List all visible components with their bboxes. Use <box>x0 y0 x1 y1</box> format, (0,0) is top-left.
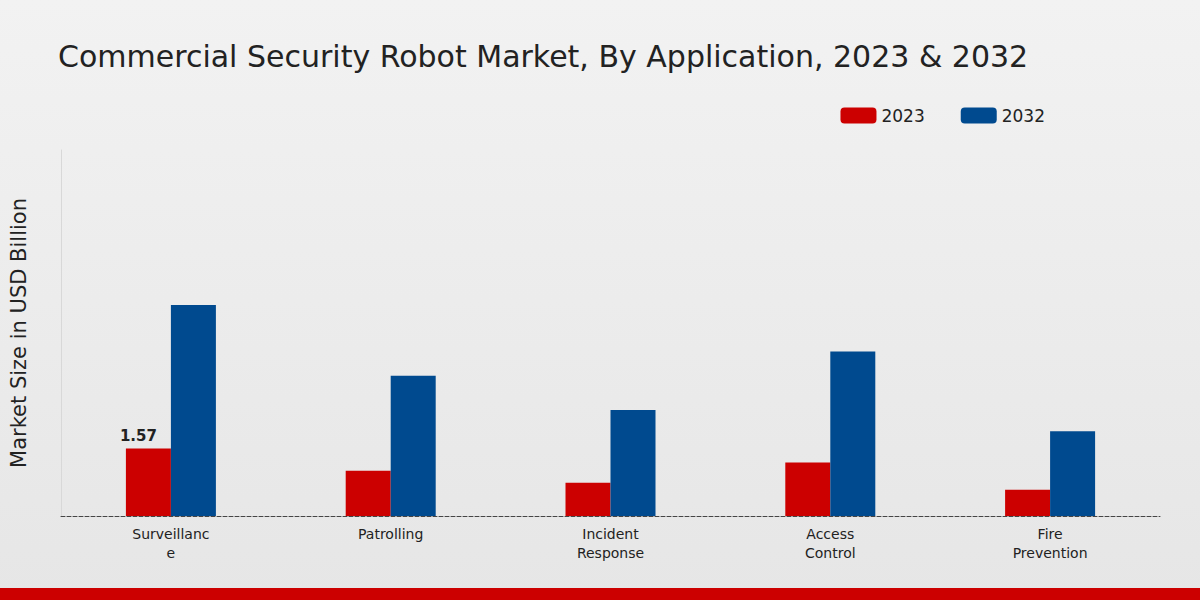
svg-text:Commercial Security Robot Mark: Commercial Security Robot Market, By App… <box>58 39 1028 74</box>
svg-text:2023: 2023 <box>881 106 924 126</box>
svg-text:Response: Response <box>577 545 644 561</box>
svg-text:Incident: Incident <box>582 526 639 542</box>
svg-text:Market Size in USD Billion: Market Size in USD Billion <box>7 198 31 468</box>
svg-text:Patrolling: Patrolling <box>358 526 423 542</box>
svg-text:Fire: Fire <box>1038 526 1063 542</box>
svg-text:e: e <box>167 545 176 561</box>
svg-text:Access: Access <box>806 526 854 542</box>
svg-text:Surveillanc: Surveillanc <box>132 526 209 542</box>
svg-text:Control: Control <box>805 545 856 561</box>
svg-text:2032: 2032 <box>1002 106 1045 126</box>
svg-text:1.57: 1.57 <box>120 427 157 445</box>
svg-text:Prevention: Prevention <box>1013 545 1088 561</box>
